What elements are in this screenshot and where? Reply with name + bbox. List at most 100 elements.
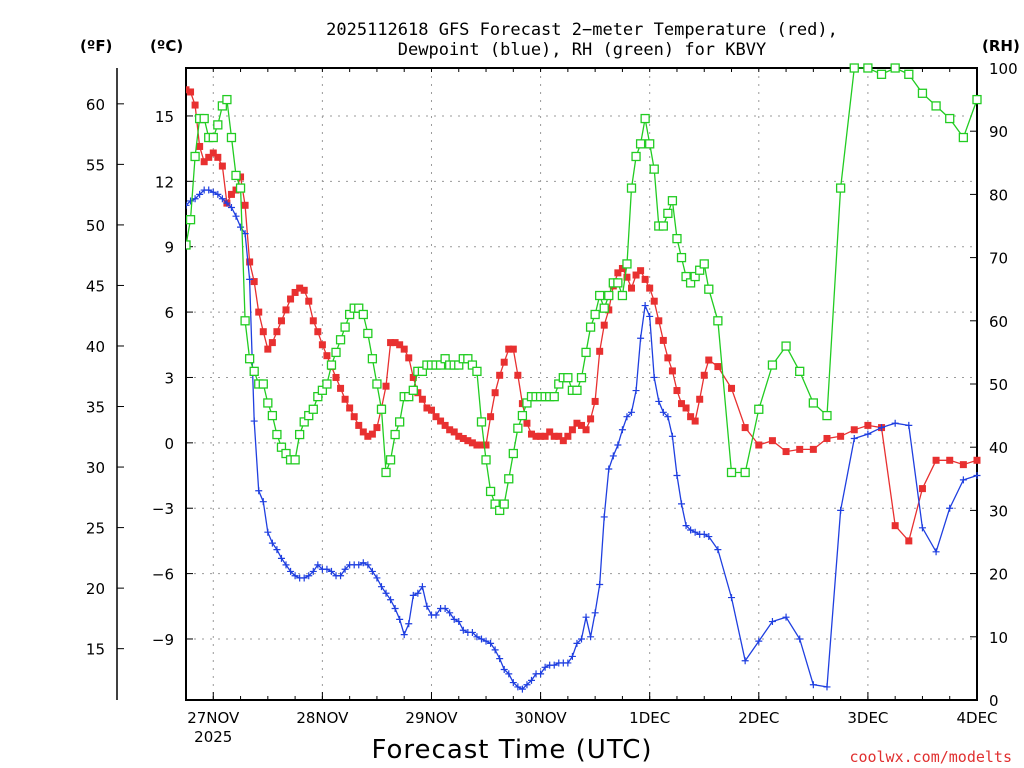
- temp-point: [273, 328, 281, 336]
- rh-point: [358, 309, 368, 320]
- temp-point: [837, 432, 845, 440]
- dew-point: [605, 465, 613, 473]
- temp-point: [500, 358, 508, 366]
- dew-point: [237, 223, 245, 231]
- dew-point: [273, 546, 281, 554]
- dew-point: [691, 528, 699, 536]
- dew-point: [291, 572, 299, 580]
- dew-point: [246, 275, 254, 283]
- temp-point: [582, 426, 590, 434]
- rh-point: [549, 391, 559, 402]
- temp-point: [346, 404, 354, 412]
- dew-point: [623, 413, 631, 421]
- temp-point: [532, 432, 540, 440]
- rh-point: [635, 139, 646, 149]
- rh-point: [376, 404, 387, 414]
- rh-point: [249, 366, 259, 377]
- rh-point: [186, 240, 191, 250]
- dew-point: [591, 609, 599, 617]
- rh-point: [876, 69, 887, 79]
- x-tick-label: 3DEC: [847, 709, 888, 727]
- rh-point: [663, 208, 673, 219]
- dew-point: [850, 434, 858, 442]
- rh-point: [231, 170, 241, 181]
- rh-point: [294, 429, 305, 440]
- temp-point: [491, 389, 499, 397]
- dew-point: [973, 472, 981, 480]
- temp-point: [505, 345, 513, 353]
- f-tick-label: 55: [86, 156, 105, 174]
- temp-point: [423, 404, 431, 412]
- dew-point: [477, 635, 485, 643]
- data-series: [186, 63, 982, 693]
- temp-point: [396, 341, 404, 349]
- rh-point: [835, 183, 846, 193]
- rh-point: [390, 429, 400, 440]
- c-tick-label: 9: [164, 239, 174, 257]
- rh-point: [781, 341, 791, 351]
- rh-point: [740, 467, 750, 478]
- dew-point: [668, 432, 676, 440]
- rh-point: [849, 63, 859, 73]
- rh-point: [795, 366, 805, 377]
- temp-point: [587, 415, 595, 423]
- dew-point: [264, 528, 272, 536]
- rh-point: [322, 379, 332, 389]
- dew-point: [300, 574, 308, 582]
- dew-point: [518, 685, 526, 693]
- rh-point: [649, 164, 659, 174]
- dew-point: [550, 661, 558, 669]
- x-tick-label: 4DEC: [956, 709, 997, 727]
- rh-point: [917, 88, 928, 98]
- temp-point: [864, 421, 872, 429]
- temp-point: [318, 341, 326, 349]
- dew-point: [364, 561, 372, 569]
- temp-point: [946, 456, 954, 464]
- temp-point: [373, 424, 381, 432]
- temp-point: [655, 317, 663, 325]
- c-tick-label: 0: [164, 435, 174, 453]
- rh-point: [499, 499, 509, 509]
- dew-point: [541, 663, 549, 671]
- rh-point: [331, 347, 341, 358]
- temp-point: [578, 421, 585, 429]
- dew-point: [323, 565, 331, 573]
- dew-point: [714, 546, 722, 554]
- temp-point: [196, 142, 204, 150]
- temp-point: [509, 345, 517, 353]
- temp-point: [600, 321, 608, 329]
- rh-point: [604, 290, 614, 301]
- dew-point: [487, 639, 495, 647]
- dew-point: [632, 387, 640, 395]
- rh-point: [263, 398, 273, 408]
- dew-point: [382, 589, 390, 597]
- rh-point: [585, 322, 596, 332]
- temp-point: [418, 395, 426, 403]
- temp-point: [564, 432, 572, 440]
- x-tick-label: 27NOV: [187, 709, 240, 727]
- dew-point: [387, 596, 395, 604]
- rh-tick-label: 100: [989, 60, 1018, 78]
- rh-point: [367, 354, 378, 364]
- temp-point: [459, 434, 467, 442]
- dew-point: [223, 199, 231, 207]
- dew-point: [796, 635, 804, 643]
- dew-point: [891, 419, 899, 427]
- dew-point: [728, 594, 736, 602]
- temp-point: [755, 441, 763, 449]
- dew-point: [628, 408, 636, 416]
- dew-point: [405, 620, 413, 628]
- temp-point: [973, 456, 981, 464]
- temp-point: [537, 432, 545, 440]
- rh-tick-label: 60: [989, 313, 1008, 331]
- dew-point: [314, 561, 322, 569]
- temp-point: [409, 373, 417, 381]
- rh-point: [808, 398, 818, 408]
- rh-tick-label: 0: [989, 692, 999, 710]
- rh-point: [767, 360, 778, 370]
- temp-point: [728, 384, 736, 392]
- temp-point: [623, 273, 631, 281]
- temp-point: [696, 395, 704, 403]
- rh-point: [631, 151, 641, 162]
